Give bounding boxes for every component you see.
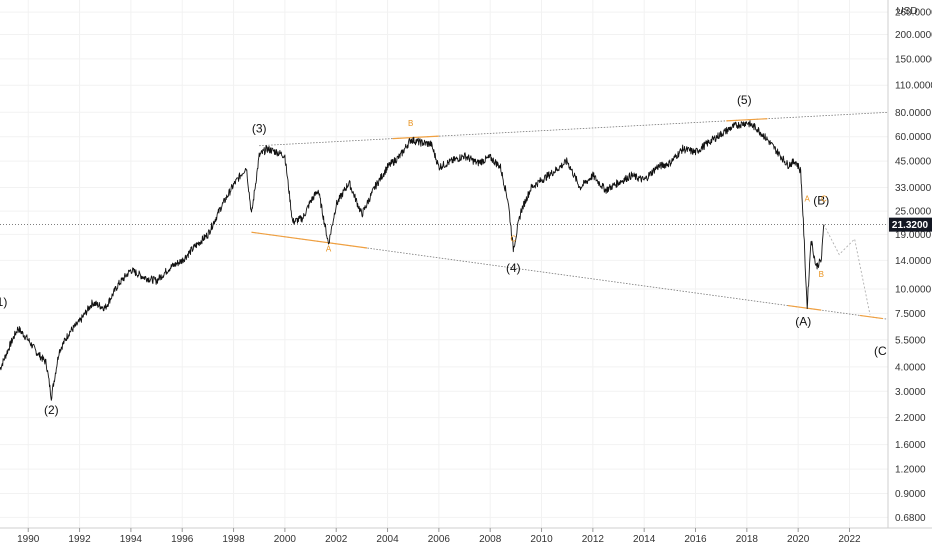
- price-axis[interactable]: 260.0000 200.0000 150.0000 110.0000 80.0000 6…: [895, 8, 932, 524]
- lower-trendline: [251, 231, 889, 320]
- y-tick-label: 1.6000: [895, 440, 926, 451]
- time-axis[interactable]: 1990 1992 1994 1996 1998 2000 2002 2004 2006 2008…: [17, 528, 861, 545]
- wave-label: (5): [737, 93, 752, 107]
- x-tick-label: 1992: [68, 534, 91, 545]
- wave-label: (C: [874, 344, 887, 358]
- highlight-segment: [251, 231, 368, 249]
- highlight-segment: [859, 314, 883, 320]
- y-tick-label: 0.9000: [895, 489, 926, 500]
- x-tick-label: 2012: [582, 534, 605, 545]
- sub-wave-label: B: [819, 270, 824, 279]
- y-tick-label: 200.0000: [895, 30, 932, 41]
- y-tick-label: 1.2000: [895, 465, 926, 476]
- wave-label: (4): [506, 261, 521, 275]
- x-tick-label: 1994: [120, 534, 143, 545]
- projection-path: [823, 224, 871, 315]
- y-tick-label: 45.0000: [895, 157, 932, 168]
- wave-label: (B): [813, 194, 829, 208]
- x-tick-label: 2008: [479, 534, 502, 545]
- sub-wave-label: C: [821, 194, 827, 203]
- highlight-segment: [392, 135, 439, 140]
- price-series: [0, 120, 825, 401]
- wave-label: (A): [795, 315, 811, 329]
- wave-labels: (1) (2) (3) (4) (5) (A) (B) (C A B C A B C: [0, 93, 887, 417]
- last-price-tag: 21.3200: [889, 217, 932, 232]
- x-tick-label: 1996: [171, 534, 194, 545]
- y-tick-label: 14.0000: [895, 256, 932, 267]
- x-tick-label: 2010: [530, 534, 553, 545]
- x-tick-label: 2004: [376, 534, 399, 545]
- sub-wave-label: A: [326, 245, 332, 254]
- upper-trendline: [259, 111, 889, 147]
- last-price-value: 21.3200: [892, 220, 929, 231]
- y-tick-label: 4.0000: [895, 362, 926, 373]
- y-tick-label: 3.0000: [895, 387, 926, 398]
- last-price-tag-bg: [889, 217, 932, 232]
- y-tick-label: 25.0000: [895, 207, 932, 218]
- y-tick-label: 33.0000: [895, 183, 932, 194]
- y-tick-label: 260.0000: [895, 8, 932, 19]
- wave-label: (3): [252, 122, 267, 136]
- x-tick-label: 2000: [274, 534, 297, 545]
- sub-wave-label: A: [804, 194, 810, 203]
- x-tick-label: 2018: [736, 534, 759, 545]
- grid-lines: [0, 0, 888, 528]
- trendlines: [0, 111, 889, 320]
- y-tick-label: 110.0000: [895, 81, 932, 92]
- y-tick-label: 2.2000: [895, 413, 926, 424]
- x-tick-label: 2016: [684, 534, 707, 545]
- x-tick-label: 2022: [838, 534, 861, 545]
- wave-label: (1): [0, 295, 7, 309]
- x-tick-label: 2020: [787, 534, 810, 545]
- y-tick-label: 150.0000: [895, 54, 932, 65]
- y-tick-label: 5.5000: [895, 335, 926, 346]
- wave-label: (2): [44, 403, 59, 417]
- x-tick-label: 2014: [633, 534, 656, 545]
- y-tick-label: 10.0000: [895, 284, 932, 295]
- sub-wave-label: C: [510, 234, 516, 243]
- y-tick-label: 19.0000: [895, 230, 932, 241]
- y-tick-label: 7.5000: [895, 309, 926, 320]
- highlight-segment: [787, 304, 822, 311]
- currency-label: USD: [896, 6, 917, 17]
- price-line: [0, 120, 825, 401]
- x-tick-label: 2006: [428, 534, 451, 545]
- sub-wave-label: B: [408, 119, 413, 128]
- x-tick-label: 2002: [325, 534, 348, 545]
- highlight-segment: [726, 118, 768, 122]
- y-tick-label: 80.0000: [895, 108, 932, 119]
- x-tick-label: 1998: [222, 534, 245, 545]
- x-tick-label: 1990: [17, 534, 40, 545]
- y-tick-label: 60.0000: [895, 132, 932, 143]
- y-tick-label: 0.6800: [895, 513, 926, 524]
